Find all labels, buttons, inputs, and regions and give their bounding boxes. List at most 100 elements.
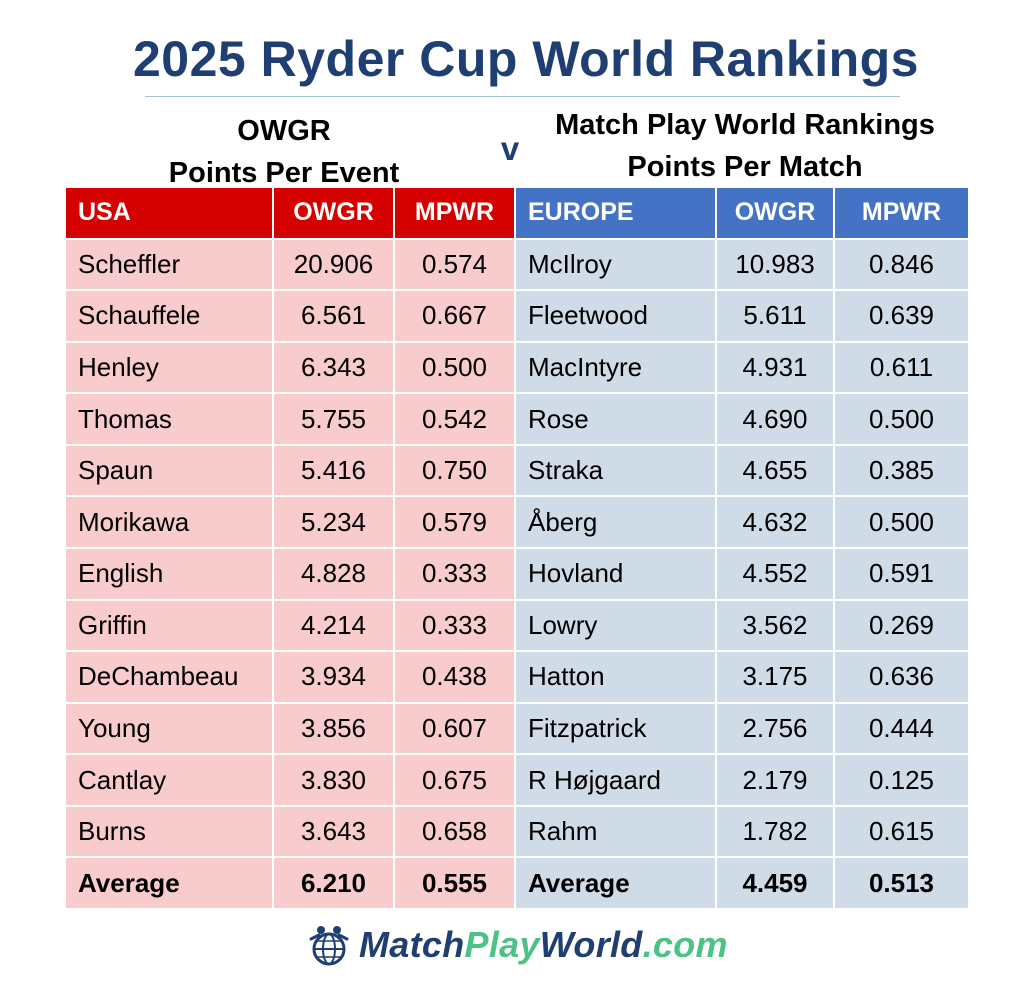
usa-mpwr-value: 0.658 <box>395 806 514 857</box>
europe-header-cell: MPWR <box>835 188 968 238</box>
usa-mpwr-value: 0.500 <box>395 342 514 393</box>
europe-header-cell: EUROPE <box>516 188 715 238</box>
usa-mpwr-value: 0.579 <box>395 497 514 547</box>
logo-world: World <box>539 924 643 965</box>
europe-mpwr-value: 0.639 <box>835 291 968 341</box>
europe-player-name: Rahm <box>516 806 715 857</box>
europe-player-name: Åberg <box>516 497 715 547</box>
usa-mpwr-value: 0.607 <box>395 703 514 754</box>
usa-player-name: Young <box>66 703 272 754</box>
usa-owgr-value: 6.343 <box>274 342 393 393</box>
europe-owgr-value: 4.552 <box>717 549 833 599</box>
usa-mpwr-value: 0.675 <box>395 755 514 805</box>
usa-player-name: Morikawa <box>66 497 272 547</box>
europe-owgr-value: 3.175 <box>717 652 833 702</box>
usa-mpwr-value: 0.667 <box>395 291 514 341</box>
usa-owgr-value: 5.755 <box>274 394 393 444</box>
europe-player-name: Straka <box>516 445 715 496</box>
usa-owgr-value: 5.416 <box>274 445 393 496</box>
europe-owgr-value: 3.562 <box>717 600 833 651</box>
usa-player-name: Spaun <box>66 445 272 496</box>
usa-player-name: Burns <box>66 806 272 857</box>
subtitle-left: OWGR Points Per Event <box>150 110 418 194</box>
europe-mpwr-value: 0.591 <box>835 549 968 599</box>
usa-average-owgr: 6.210 <box>274 858 393 908</box>
europe-average-owgr: 4.459 <box>717 858 833 908</box>
europe-owgr-value: 2.179 <box>717 755 833 805</box>
site-logo: MatchPlayWorld.com <box>305 920 728 970</box>
usa-average-mpwr: 0.555 <box>395 858 514 908</box>
europe-header-cell: OWGR <box>717 188 833 238</box>
usa-mpwr-value: 0.542 <box>395 394 514 444</box>
usa-owgr-value: 20.906 <box>274 239 393 290</box>
subtitle-left-line1: OWGR <box>237 115 331 147</box>
usa-player-name: Cantlay <box>66 755 272 805</box>
europe-player-name: Rose <box>516 394 715 444</box>
usa-mpwr-value: 0.574 <box>395 239 514 290</box>
europe-owgr-value: 4.655 <box>717 445 833 496</box>
europe-owgr-value: 4.632 <box>717 497 833 547</box>
usa-owgr-value: 3.934 <box>274 652 393 702</box>
usa-mpwr-value: 0.438 <box>395 652 514 702</box>
usa-owgr-value: 6.561 <box>274 291 393 341</box>
usa-player-name: Scheffler <box>66 239 272 290</box>
usa-header-cell: OWGR <box>274 188 393 238</box>
europe-mpwr-value: 0.385 <box>835 445 968 496</box>
europe-owgr-value: 10.983 <box>717 239 833 290</box>
subtitle-right: Match Play World Rankings Points Per Mat… <box>535 104 955 188</box>
logo-play: Play <box>464 924 540 965</box>
europe-player-name: Hatton <box>516 652 715 702</box>
usa-owgr-value: 5.234 <box>274 497 393 547</box>
usa-owgr-value: 3.830 <box>274 755 393 805</box>
subtitle-right-line1: Match Play World Rankings <box>555 109 935 141</box>
europe-mpwr-value: 0.269 <box>835 600 968 651</box>
europe-mpwr-value: 0.500 <box>835 394 968 444</box>
usa-header-cell: USA <box>66 188 272 238</box>
usa-average-label: Average <box>66 858 272 908</box>
europe-player-name: Fitzpatrick <box>516 703 715 754</box>
europe-average-label: Average <box>516 858 715 908</box>
subtitle-left-line2: Points Per Event <box>168 157 400 189</box>
europe-mpwr-value: 0.846 <box>835 239 968 290</box>
europe-owgr-value: 4.931 <box>717 342 833 393</box>
usa-player-name: English <box>66 549 272 599</box>
usa-mpwr-value: 0.333 <box>395 600 514 651</box>
europe-owgr-value: 1.782 <box>717 806 833 857</box>
usa-player-name: Thomas <box>66 394 272 444</box>
europe-owgr-value: 5.611 <box>717 291 833 341</box>
usa-player-name: Henley <box>66 342 272 393</box>
usa-mpwr-value: 0.333 <box>395 549 514 599</box>
europe-mpwr-value: 0.125 <box>835 755 968 805</box>
europe-mpwr-value: 0.500 <box>835 497 968 547</box>
europe-player-name: Lowry <box>516 600 715 651</box>
europe-mpwr-value: 0.615 <box>835 806 968 857</box>
europe-player-name: Fleetwood <box>516 291 715 341</box>
usa-player-name: Schauffele <box>66 291 272 341</box>
rankings-table: USA OWGR MPWR EUROPE OWGR MPWR Scheffler 20.906… <box>66 188 968 908</box>
usa-header-cell: MPWR <box>395 188 514 238</box>
usa-player-name: Griffin <box>66 600 272 651</box>
logo-match: Match <box>359 924 465 965</box>
logo-dotcom: .com <box>642 924 728 965</box>
europe-average-mpwr: 0.513 <box>835 858 968 908</box>
europe-player-name: McIlroy <box>516 239 715 290</box>
subtitle-right-line2: Points Per Match <box>627 151 863 183</box>
usa-owgr-value: 3.856 <box>274 703 393 754</box>
title-divider <box>145 96 900 97</box>
page-title: 2025 Ryder Cup World Rankings <box>133 31 919 87</box>
usa-mpwr-value: 0.750 <box>395 445 514 496</box>
usa-player-name: DeChambeau <box>66 652 272 702</box>
europe-player-name: R Højgaard <box>516 755 715 805</box>
europe-player-name: MacIntyre <box>516 342 715 393</box>
logo-text: MatchPlayWorld.com <box>359 924 728 966</box>
europe-mpwr-value: 0.611 <box>835 342 968 393</box>
golf-globe-icon <box>309 926 349 966</box>
versus-label: v <box>500 130 520 167</box>
europe-mpwr-value: 0.444 <box>835 703 968 754</box>
europe-player-name: Hovland <box>516 549 715 599</box>
europe-owgr-value: 2.756 <box>717 703 833 754</box>
europe-mpwr-value: 0.636 <box>835 652 968 702</box>
usa-owgr-value: 4.828 <box>274 549 393 599</box>
usa-owgr-value: 4.214 <box>274 600 393 651</box>
europe-owgr-value: 4.690 <box>717 394 833 444</box>
